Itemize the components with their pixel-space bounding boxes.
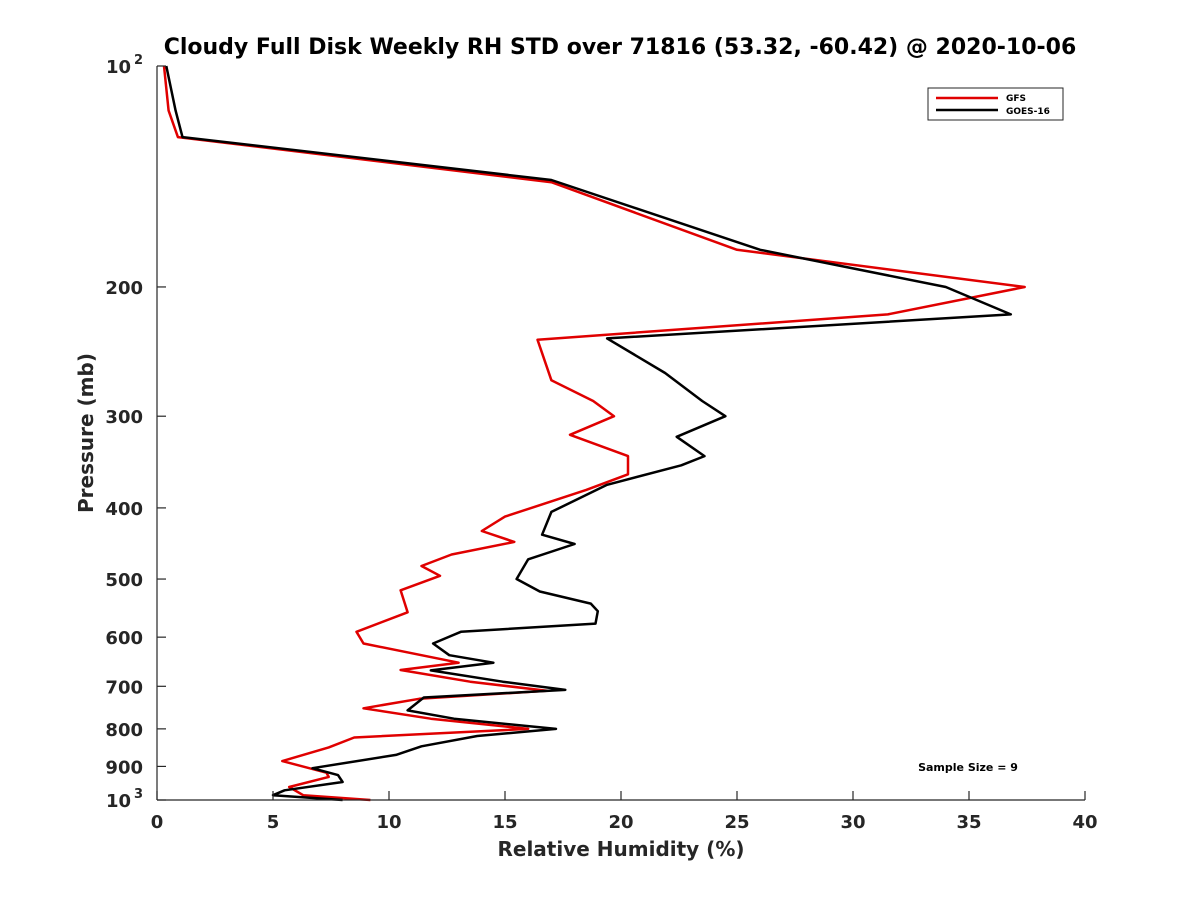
series-line-goes16 xyxy=(165,65,1013,802)
y-tick-label: 500 xyxy=(105,570,143,591)
y-tick-label: 900 xyxy=(105,757,143,778)
y-tick-label: 400 xyxy=(105,499,143,520)
series-line-gfs xyxy=(162,65,1026,802)
legend-box xyxy=(927,87,1064,121)
x-tick-label: 20 xyxy=(608,812,633,833)
x-tick-label: 15 xyxy=(492,812,517,833)
y-tick-label: 800 xyxy=(105,720,143,741)
y-axis-label: Pressure (mb) xyxy=(74,353,98,513)
y-tick-label: 700 xyxy=(105,677,143,698)
y-tick-label: 10 xyxy=(106,791,131,812)
x-axis-label: Relative Humidity (%) xyxy=(497,837,744,861)
x-tick-label: 0 xyxy=(151,812,164,833)
y-tick-label: 200 xyxy=(105,278,143,299)
chart-title: Cloudy Full Disk Weekly RH STD over 7181… xyxy=(164,35,1077,60)
legend-label-gfs: GFS xyxy=(1006,94,1026,104)
x-tick-label: 40 xyxy=(1072,812,1097,833)
x-ticks: 0 5 10 15 20 25 30 35 40 xyxy=(151,791,1098,833)
y-tick-exponent: 3 xyxy=(134,787,143,802)
x-tick-label: 25 xyxy=(724,812,749,833)
series-layer xyxy=(162,65,1026,802)
x-tick-label: 5 xyxy=(267,812,280,833)
legend: GFS GOES-16 xyxy=(927,87,1064,121)
y-tick-label: 10 xyxy=(106,57,131,78)
x-tick-label: 35 xyxy=(956,812,981,833)
x-tick-label: 10 xyxy=(376,812,401,833)
y-tick-exponent: 2 xyxy=(134,53,143,68)
y-tick-label: 600 xyxy=(105,628,143,649)
legend-label-goes16: GOES-16 xyxy=(1006,107,1050,117)
plot-area xyxy=(157,66,1085,800)
sample-size-annotation: Sample Size = 9 xyxy=(918,761,1018,774)
x-tick-label: 30 xyxy=(840,812,865,833)
y-tick-label: 300 xyxy=(105,407,143,428)
